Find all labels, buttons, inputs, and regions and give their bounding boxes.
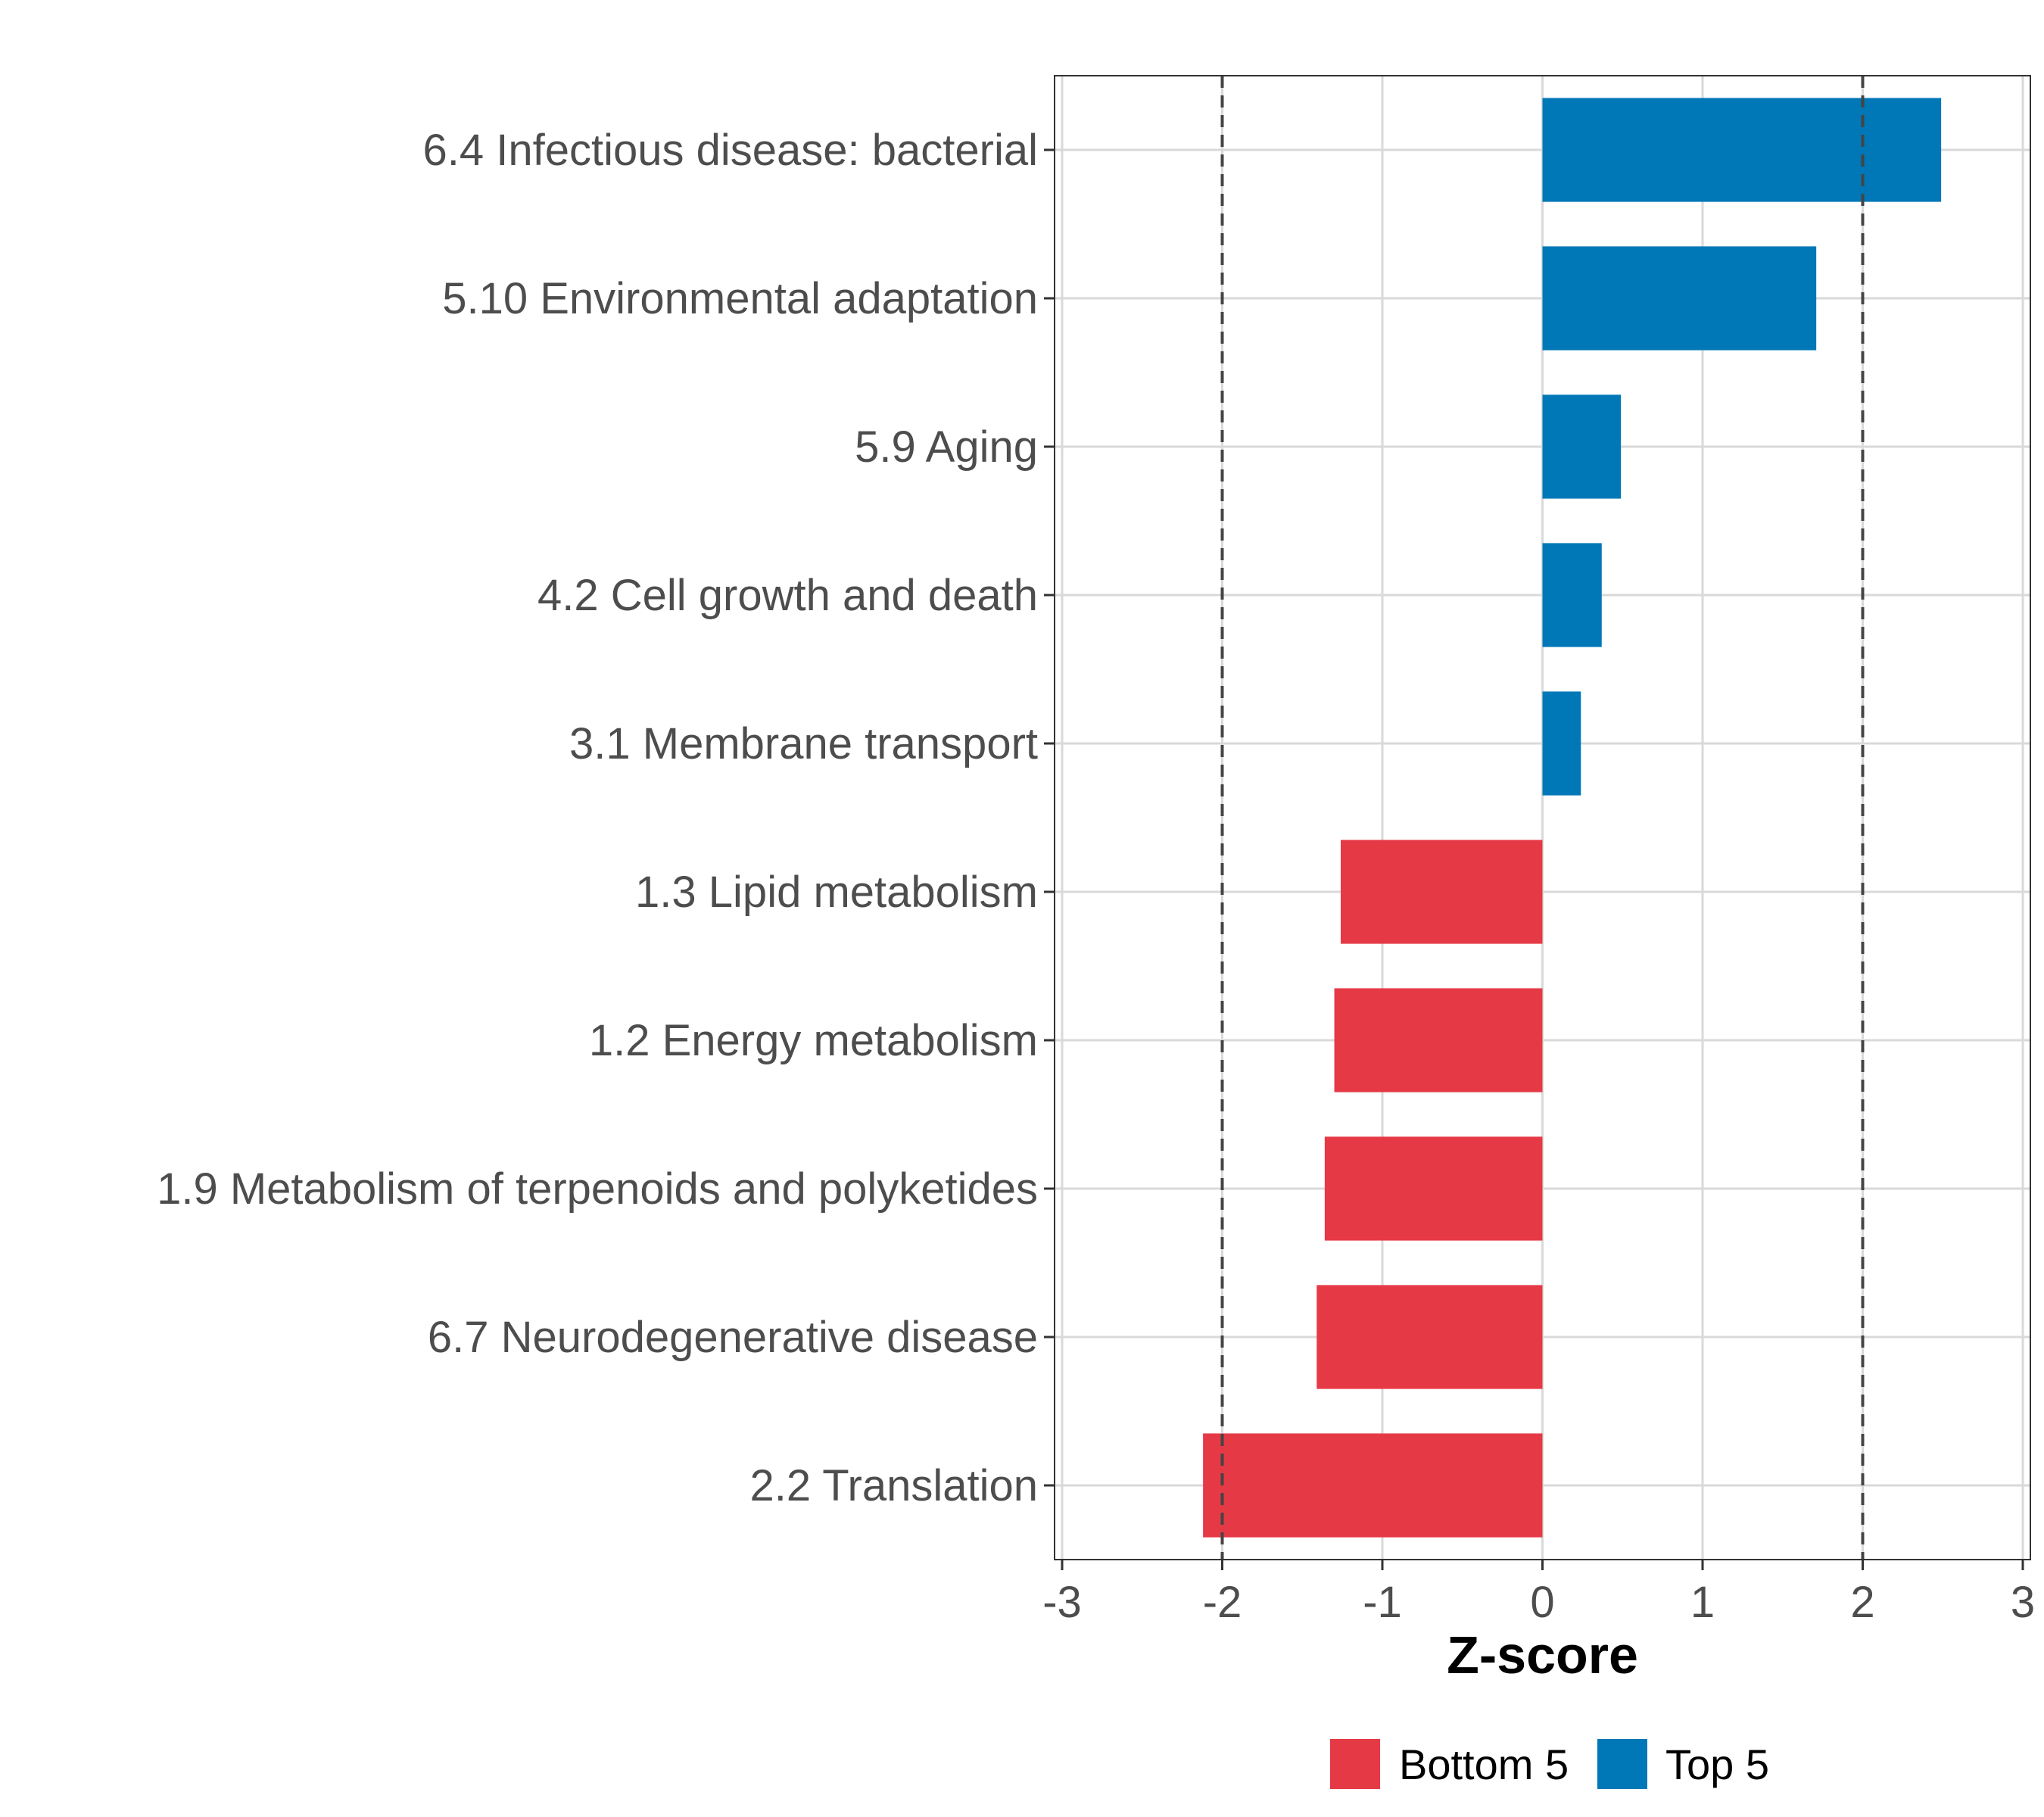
legend: Bottom 5 Top 5 bbox=[1330, 1739, 1769, 1789]
bar bbox=[1542, 691, 1581, 796]
legend-label: Bottom 5 bbox=[1399, 1741, 1569, 1788]
category-label: 1.3 Lipid metabolism bbox=[635, 868, 1038, 917]
x-tick-label: 1 bbox=[1690, 1578, 1715, 1627]
x-tick-label: 0 bbox=[1530, 1578, 1554, 1627]
bar bbox=[1341, 840, 1543, 944]
bar bbox=[1316, 1285, 1543, 1389]
category-label: 5.9 Aging bbox=[855, 422, 1038, 472]
x-tick-label: 3 bbox=[2011, 1578, 2035, 1627]
category-label: 3.1 Membrane transport bbox=[569, 719, 1038, 768]
reference-lines bbox=[1220, 76, 1865, 1560]
x-tick-label: 2 bbox=[1850, 1578, 1874, 1627]
bar bbox=[1324, 1136, 1543, 1241]
legend-swatch bbox=[1330, 1739, 1380, 1789]
category-label: 1.2 Energy metabolism bbox=[589, 1016, 1038, 1065]
legend-swatch bbox=[1597, 1739, 1647, 1789]
category-label: 2.2 Translation bbox=[750, 1461, 1038, 1510]
category-label: 6.7 Neurodegenerative disease bbox=[428, 1313, 1038, 1362]
category-label: 6.4 Infectious disease: bacterial bbox=[423, 126, 1038, 175]
bar bbox=[1542, 98, 1942, 202]
bar bbox=[1542, 543, 1602, 647]
y-axis: 6.4 Infectious disease: bacterial 5.10 En… bbox=[157, 126, 1055, 1510]
bar bbox=[1203, 1433, 1543, 1538]
bar bbox=[1542, 394, 1622, 499]
x-axis: -3 -2 -1 0 1 2 3 bbox=[1042, 1560, 2035, 1627]
x-tick-label: -3 bbox=[1042, 1578, 1082, 1627]
bars bbox=[1203, 98, 1942, 1538]
bar bbox=[1542, 246, 1817, 351]
legend-label: Top 5 bbox=[1665, 1741, 1769, 1788]
x-tick-label: -1 bbox=[1363, 1578, 1402, 1627]
x-axis-title: Z-score bbox=[1447, 1625, 1638, 1685]
bar bbox=[1334, 988, 1543, 1092]
category-label: 4.2 Cell growth and death bbox=[537, 571, 1038, 620]
x-tick-label: -2 bbox=[1203, 1578, 1242, 1627]
category-label: 5.10 Environmental adaptation bbox=[442, 274, 1038, 323]
category-label: 1.9 Metabolism of terpenoids and polyket… bbox=[157, 1164, 1038, 1214]
